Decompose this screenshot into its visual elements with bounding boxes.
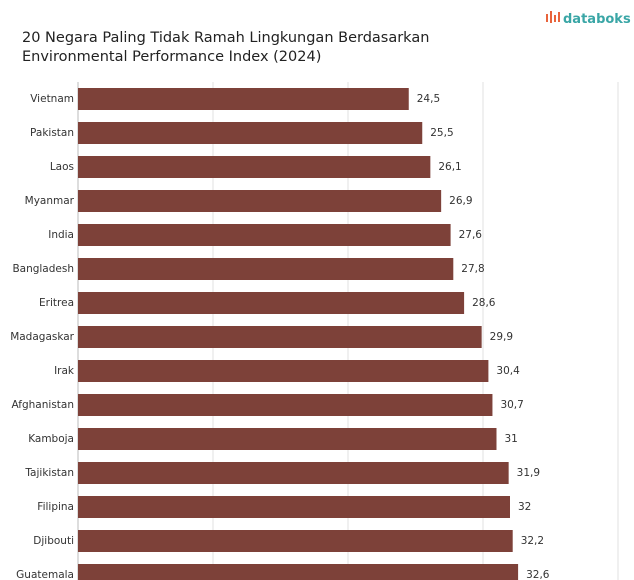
y-tick-label: Afghanistan [11,399,74,411]
y-tick-label: Djibouti [33,535,74,547]
y-tick-label: Bangladesh [12,263,74,275]
value-label: 31,9 [517,467,540,479]
logo-icon [546,14,548,22]
value-label: 32,2 [521,535,544,547]
bar [78,462,509,484]
chart-title-line: 20 Negara Paling Tidak Ramah Lingkungan … [22,30,429,46]
bar [78,530,513,552]
y-tick-label: Kamboja [28,433,74,445]
brand-name: databoks [563,12,631,27]
value-label: 24,5 [417,93,440,105]
value-label: 29,9 [490,331,513,343]
y-tick-label: Vietnam [30,93,74,105]
y-tick-label: Pakistan [30,127,74,139]
value-label: 26,1 [438,161,461,173]
bar [78,360,489,382]
y-tick-label: Laos [50,161,74,173]
bar [78,394,493,416]
value-label: 31 [505,433,518,445]
chart-title-line: Environmental Performance Index (2024) [22,49,321,65]
bar [78,564,519,580]
value-label: 30,7 [500,399,523,411]
bar [78,496,510,518]
value-label: 25,5 [430,127,453,139]
bar [78,88,409,110]
bar [78,156,431,178]
value-label: 28,6 [472,297,496,309]
value-label: 27,8 [461,263,484,275]
logo-icon [558,12,560,22]
logo-icon [550,11,552,23]
value-label: 27,6 [459,229,483,241]
value-label: 30,4 [496,365,520,377]
y-tick-label: Irak [54,365,75,377]
y-tick-label: Eritrea [39,297,74,309]
value-label: 26,9 [449,195,472,207]
bar [78,292,465,314]
value-label: 32,6 [526,569,550,580]
bar [78,190,442,212]
y-tick-label: India [48,229,74,241]
bar [78,428,497,450]
bar [78,258,454,280]
y-tick-label: Guatemala [16,569,74,580]
y-tick-label: Madagaskar [10,331,74,343]
y-tick-label: Filipina [37,501,74,513]
bar [78,122,423,144]
logo-icon [554,15,556,22]
value-label: 32 [518,501,531,513]
bar [78,326,482,348]
brand-logo: databoks [546,11,631,27]
y-tick-label: Myanmar [25,195,75,207]
y-tick-label: Tajikistan [24,467,74,479]
bar [78,224,451,246]
